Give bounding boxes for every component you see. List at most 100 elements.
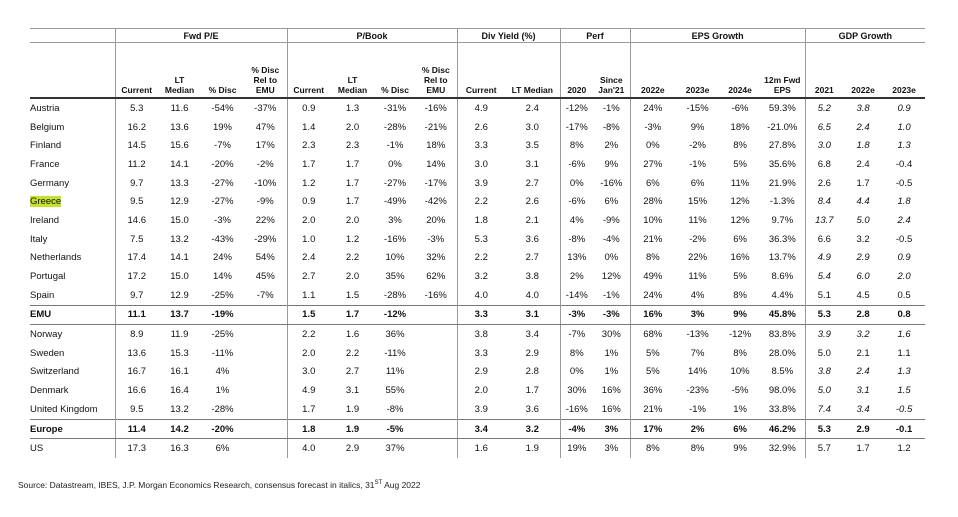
- table-row: Switzerland 16.7 16.1 4% 3.0 2.7 11% 2.9 2.8 0% 1%…: [30, 362, 925, 382]
- table-row: Italy 7.5 13.2 -43% -29% 1.0 1.2 -16% -3% 5.3 3.6 -…: [30, 229, 925, 249]
- table-row: Denmark 16.6 16.4 1% 4.9 3.1 55% 2.0 1.7 30% 16% 36…: [30, 381, 925, 400]
- row-label-cell: United Kingdom: [30, 400, 115, 419]
- table-cell: 0%: [559, 362, 594, 382]
- table-cell: 3.3: [456, 343, 506, 363]
- table-cell: [415, 381, 457, 400]
- table-cell: 11.9: [170, 329, 189, 341]
- row-label-cell: Spain: [30, 286, 115, 305]
- table-cell: 1.7: [856, 177, 870, 189]
- table-cell: 12.9: [170, 289, 189, 301]
- table-cell: [244, 363, 287, 382]
- table-cell: 2.4: [856, 158, 870, 170]
- table-cell: -8%: [386, 403, 404, 415]
- row-label: US: [30, 443, 44, 455]
- table-cell: 20%: [426, 214, 446, 226]
- table-cell: 14%: [688, 366, 708, 378]
- table-cell: 8%: [733, 289, 747, 301]
- table-cell: 8%: [690, 443, 705, 455]
- table-cell: [244, 325, 287, 344]
- table-cell: 0.9: [897, 252, 911, 264]
- column-header: 2023e: [675, 42, 721, 99]
- table-cell: 0%: [388, 158, 402, 170]
- table-cell: 3.2: [856, 329, 870, 341]
- table-cell: -27%: [211, 196, 234, 208]
- table-cell: 2.9: [856, 252, 870, 264]
- table-cell: -4%: [602, 233, 620, 245]
- table-cell: 7%: [690, 347, 705, 359]
- table-cell: 5%: [733, 158, 747, 170]
- row-label: Finland: [30, 140, 62, 152]
- table-cell: 8%: [629, 248, 676, 268]
- table-cell: 0%: [604, 252, 619, 264]
- table-cell: -25%: [211, 289, 234, 301]
- table-cell: 1.9: [345, 403, 360, 415]
- table-cell: 2.0: [345, 271, 360, 283]
- table-cell: 22%: [688, 252, 708, 264]
- table-cell: -3%: [427, 233, 445, 245]
- table-cell: 8%: [559, 136, 594, 156]
- table-cell: [415, 439, 457, 458]
- table-row: Ireland 14.6 15.0 -3% 22% 2.0 2.0 3% 20% 1.8 2.1 4%…: [30, 211, 925, 230]
- row-label-cell: Greece: [30, 192, 115, 211]
- table-cell: -21.0%: [767, 121, 798, 133]
- column-header: % Disc Rel to EMU: [415, 42, 458, 99]
- row-label: Italy: [30, 233, 48, 245]
- table-cell: 3.8: [456, 324, 506, 344]
- table-cell: [415, 418, 458, 440]
- table-cell: -28%: [383, 289, 407, 301]
- table-cell: 1.0: [286, 229, 331, 249]
- row-label-cell: EMU: [30, 304, 115, 326]
- table-cell: 3.6: [525, 403, 539, 415]
- table-cell: -0.4: [895, 158, 913, 170]
- table-cell: 9%: [720, 304, 761, 326]
- table-cell: 3.4: [456, 418, 506, 440]
- table-cell: 13.7: [158, 304, 201, 326]
- table-cell: 2%: [675, 418, 721, 440]
- table-cell: -27%: [211, 177, 234, 189]
- table-cell: 16.6: [114, 381, 158, 400]
- row-label-cell: Sweden: [30, 344, 115, 363]
- table-cell: 3.4: [525, 329, 539, 341]
- table-cell: 14.2: [158, 418, 201, 440]
- table-cell: -20%: [201, 418, 244, 440]
- table-cell: 1.1: [286, 285, 331, 306]
- source-text-after: Aug 2022: [382, 480, 421, 490]
- table-cell: -1%: [386, 140, 404, 152]
- row-label-cell: Ireland: [30, 211, 115, 230]
- table-row: Greece 9.5 12.9 -27% -9% 0.9 1.7 -49% -42% 2.2 2.6…: [30, 192, 925, 212]
- row-label: Denmark: [30, 385, 69, 397]
- table-cell: -27%: [383, 177, 407, 189]
- table-cell: -49%: [383, 196, 407, 208]
- table-cell: 6.6: [804, 229, 844, 249]
- table-cell: 3.9: [456, 400, 506, 420]
- column-header-row: Current LT Median% Disc% Disc Rel to EMU C…: [30, 42, 926, 99]
- table-cell: 15%: [688, 196, 708, 208]
- table-cell: 1.4: [286, 117, 331, 137]
- row-label-cell: Germany: [30, 174, 115, 193]
- table-cell: 2.6: [525, 196, 539, 208]
- table-cell: 15.0: [170, 214, 189, 226]
- table-cell: 13.2: [170, 403, 189, 415]
- table-cell: 1.3: [897, 140, 911, 152]
- table-cell: -13%: [686, 329, 709, 341]
- table-cell: -23%: [686, 385, 709, 397]
- row-label: Norway: [30, 329, 63, 341]
- table-cell: -3%: [214, 214, 231, 226]
- table-cell: 36%: [629, 381, 676, 400]
- table-cell: -0.5: [895, 233, 913, 245]
- table-cell: 0.5: [897, 289, 911, 301]
- table-cell: 19%: [559, 438, 594, 459]
- table-cell: -10%: [254, 177, 277, 189]
- table-cell: 11.6: [170, 102, 189, 114]
- table-cell: -6%: [731, 102, 749, 114]
- table-cell: -29%: [254, 233, 277, 245]
- row-label: Greece: [30, 196, 62, 208]
- table-cell: -16%: [383, 233, 407, 245]
- table-cell: -12%: [375, 304, 416, 326]
- table-cell: 24%: [629, 98, 676, 118]
- table-cell: 3.1: [856, 385, 870, 397]
- table-cell: 8.6%: [771, 271, 794, 283]
- table-cell: 30%: [559, 381, 594, 400]
- table-cell: 3.0: [286, 362, 331, 382]
- row-label: Germany: [30, 177, 70, 189]
